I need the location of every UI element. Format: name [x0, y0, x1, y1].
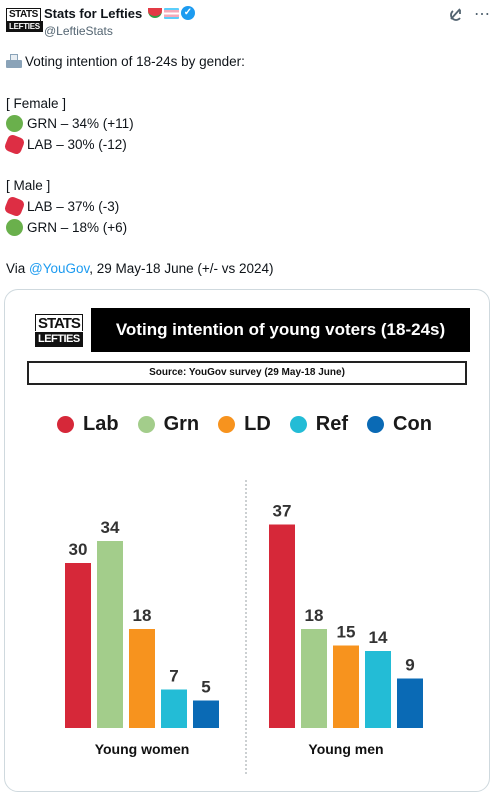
legend-item-ref: Ref: [289, 412, 349, 436]
post-header: STATS LEFTIES Stats for Lefties ✓ @Lefti…: [0, 0, 501, 44]
red-octagon-icon: [3, 195, 26, 218]
legend-label: Con: [393, 412, 432, 435]
female-line-1: GRN – 34% (+11): [6, 114, 134, 134]
red-octagon-icon: [3, 133, 26, 156]
chart-source: Source: YouGov survey (29 May-18 June): [27, 361, 467, 385]
bar-value-label: 37: [273, 502, 292, 521]
grok-icon[interactable]: [447, 6, 465, 24]
bar-young-women-ld: [129, 629, 155, 728]
bar-young-men-con: [397, 678, 423, 728]
green-circle-icon: [6, 219, 23, 236]
panel-label: Young women: [95, 741, 190, 757]
panel-label: Young men: [308, 741, 383, 757]
bar-value-label: 30: [69, 540, 88, 559]
legend-swatch: [367, 415, 385, 433]
legend-label: Lab: [83, 412, 119, 435]
legend-item-ld: LD: [218, 413, 271, 436]
media-card[interactable]: STATS LEFTIES Voting intention of young …: [4, 289, 490, 792]
bar-young-men-lab: [269, 524, 295, 728]
name-emojis: ✓: [148, 6, 195, 20]
card-logo-top: STATS: [35, 314, 83, 331]
bar-chart: 30 34 18 7 5 Young women 37 18 15 14 9 Young men: [65, 480, 423, 775]
bar-young-women-lab: [65, 563, 91, 728]
avatar-logo-top: STATS: [6, 8, 41, 21]
via-line: Via @YouGov, 29 May-18 June (+/- vs 2024…: [6, 259, 274, 279]
bar-young-women-ref: [161, 689, 187, 728]
via-prefix: Via: [6, 261, 30, 276]
bar-value-label: 14: [369, 628, 388, 647]
female-line-2-text: LAB – 30% (-12): [27, 137, 127, 152]
male-line-1: LAB – 37% (-3): [3, 195, 120, 218]
tweet-heading: Voting intention of 18-24s by gender:: [25, 54, 245, 69]
bar-value-label: 9: [405, 656, 414, 675]
male-line-2: GRN – 18% (+6): [6, 218, 127, 238]
bar-value-label: 15: [337, 623, 356, 642]
chart-title: Voting intention of young voters (18-24s…: [91, 308, 470, 352]
yougov-mention-link[interactable]: @YouGov: [29, 261, 90, 276]
user-handle[interactable]: @LeftieStats: [44, 24, 113, 38]
watermelon-icon: [148, 8, 162, 18]
verified-badge-icon[interactable]: ✓: [181, 6, 195, 20]
bar-value-label: 34: [101, 518, 120, 537]
card-logo: STATS LEFTIES: [35, 314, 83, 348]
legend-label: LD: [244, 412, 271, 435]
legend-item-con: Con: [367, 413, 432, 436]
female-line-2: LAB – 30% (-12): [3, 133, 127, 156]
legend-item-lab: Lab: [57, 413, 119, 436]
chart-legend: Lab Grn LD Ref Con: [57, 412, 451, 436]
ballot-box-icon: [6, 54, 22, 68]
tweet-heading-line: Voting intention of 18-24s by gender:: [6, 52, 245, 72]
green-circle-icon: [6, 115, 23, 132]
bar-value-label: 5: [201, 678, 210, 697]
bar-young-men-ref: [365, 651, 391, 728]
female-header: [ Female ]: [6, 96, 67, 111]
bar-value-label: 7: [169, 667, 178, 686]
bar-young-men-grn: [301, 629, 327, 728]
male-line-1-text: LAB – 37% (-3): [27, 199, 120, 214]
legend-label: Grn: [163, 412, 200, 435]
legend-swatch: [137, 415, 155, 433]
avatar[interactable]: STATS LEFTIES: [6, 6, 43, 36]
via-suffix: , 29 May-18 June (+/- vs 2024): [89, 261, 274, 276]
legend-swatch: [57, 415, 74, 433]
male-header: [ Male ]: [6, 178, 51, 193]
more-icon[interactable]: ⋯: [474, 6, 491, 23]
bar-value-label: 18: [305, 606, 324, 625]
card-logo-bottom: LEFTIES: [35, 332, 83, 347]
bar-value-label: 18: [133, 606, 152, 625]
bar-young-women-grn: [97, 541, 123, 728]
female-line-1-text: GRN – 34% (+11): [27, 116, 134, 131]
legend-swatch: [218, 415, 236, 433]
legend-label: Ref: [315, 412, 349, 435]
trans-flag-icon: [164, 7, 179, 19]
bar-young-men-ld: [333, 645, 359, 728]
bar-young-women-con: [193, 700, 219, 728]
display-name[interactable]: Stats for Lefties: [44, 6, 143, 21]
legend-item-grn: Grn: [137, 412, 200, 436]
male-line-2-text: GRN – 18% (+6): [27, 220, 128, 235]
legend-swatch: [289, 415, 307, 433]
avatar-logo-bottom: LEFTIES: [6, 21, 43, 32]
